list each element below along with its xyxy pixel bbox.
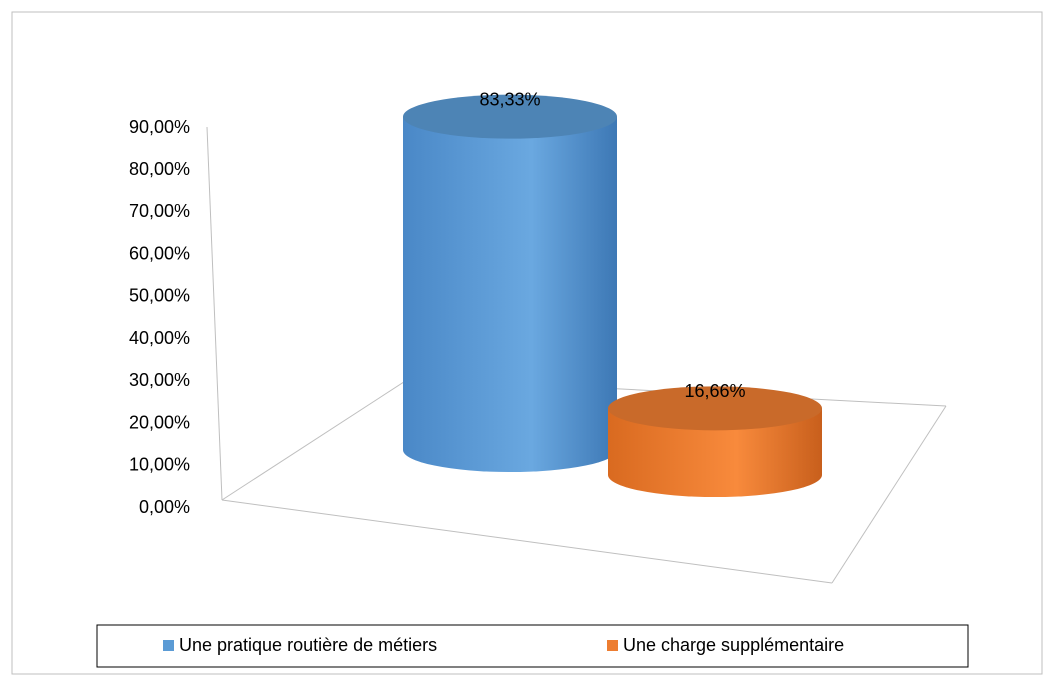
data-label: 16,66% [684, 381, 745, 401]
legend [96, 624, 969, 668]
y-tick-label: 40,00% [129, 328, 190, 348]
y-tick-label: 70,00% [129, 201, 190, 221]
data-label: 83,33% [479, 89, 540, 109]
floor-edge [831, 405, 947, 584]
floor-edge [221, 377, 411, 501]
legend-swatch [163, 640, 174, 651]
y-tick-label: 90,00% [129, 117, 190, 137]
floor-edge [221, 499, 833, 584]
cylinder-top [608, 386, 822, 431]
cylinder-top [403, 94, 617, 139]
y-tick-label: 60,00% [129, 243, 190, 263]
y-tick-label: 10,00% [129, 455, 190, 475]
legend-swatch [607, 640, 618, 651]
y-tick-label: 20,00% [129, 412, 190, 432]
y-tick-label: 30,00% [129, 370, 190, 390]
y-tick-label: 0,00% [139, 497, 190, 517]
cylinder [403, 116, 617, 473]
y-tick-label: 80,00% [129, 159, 190, 179]
legend-label: Une charge supplémentaire [623, 635, 844, 655]
back-wall-edge [206, 126, 223, 501]
y-tick-label: 50,00% [129, 286, 190, 306]
legend-label: Une pratique routière de métiers [179, 635, 437, 655]
chart-border [11, 11, 1043, 675]
cylinder [608, 408, 822, 497]
